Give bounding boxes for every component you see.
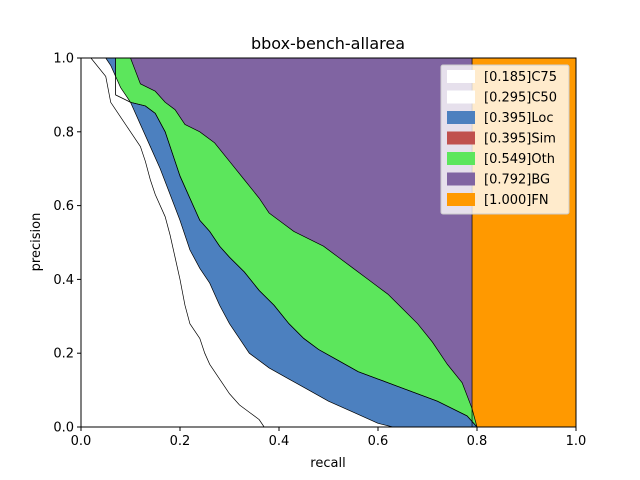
- line-loc: [81, 57, 478, 428]
- x-tick-label: 0.8: [467, 434, 488, 449]
- legend-label-c75: [0.185]C75: [484, 70, 557, 85]
- legend-label-loc: [0.395]Loc: [484, 111, 553, 126]
- x-axis-ticks: 0.0 0.2 0.4 0.6 0.8 1.0: [71, 427, 587, 449]
- y-tick-label: 0.6: [53, 199, 74, 214]
- line-oth: [81, 57, 478, 428]
- x-tick-label: 0.0: [71, 434, 92, 449]
- plot-frame: [80, 57, 577, 428]
- line-c75: [81, 57, 265, 428]
- y-axis-ticks: 0.0 0.2 0.4 0.6 0.8 1.0: [53, 52, 81, 436]
- legend-swatch-c75: [447, 70, 475, 83]
- line-c50: [81, 57, 393, 428]
- chart-title: bbox-bench-allarea: [251, 34, 405, 53]
- y-tick-label: 0.0: [53, 421, 74, 436]
- area-c75: [81, 58, 265, 427]
- y-tick-label: 0.4: [53, 273, 74, 288]
- legend-label-bg: [0.792]BG: [484, 173, 550, 188]
- legend-label-sim: [0.395]Sim: [484, 132, 556, 147]
- legend-swatch-bg: [447, 172, 475, 186]
- x-tick-label: 1.0: [566, 434, 587, 449]
- legend-label-fn: [1.000]FN: [484, 193, 549, 208]
- legend-label-c50: [0.295]C50: [484, 91, 557, 106]
- x-tick-label: 0.2: [170, 434, 191, 449]
- x-axis-label: recall: [310, 456, 345, 471]
- x-tick-label: 0.4: [269, 434, 290, 449]
- legend-swatch-oth: [447, 152, 475, 165]
- legend-swatch-fn: [447, 193, 475, 206]
- legend-swatch-c50: [447, 90, 475, 104]
- legend: [0.185]C75 [0.295]C50 [0.395]Loc [0.395]Sim…: [440, 64, 570, 215]
- y-axis-label: precision: [29, 213, 44, 272]
- y-tick-label: 0.2: [53, 347, 74, 362]
- legend-label-oth: [0.549]Oth: [484, 152, 555, 167]
- x-tick-label: 0.6: [368, 434, 389, 449]
- y-tick-label: 1.0: [53, 52, 74, 67]
- y-tick-label: 0.8: [53, 125, 74, 140]
- legend-swatch-loc: [447, 111, 475, 124]
- legend-swatch-sim: [447, 131, 475, 145]
